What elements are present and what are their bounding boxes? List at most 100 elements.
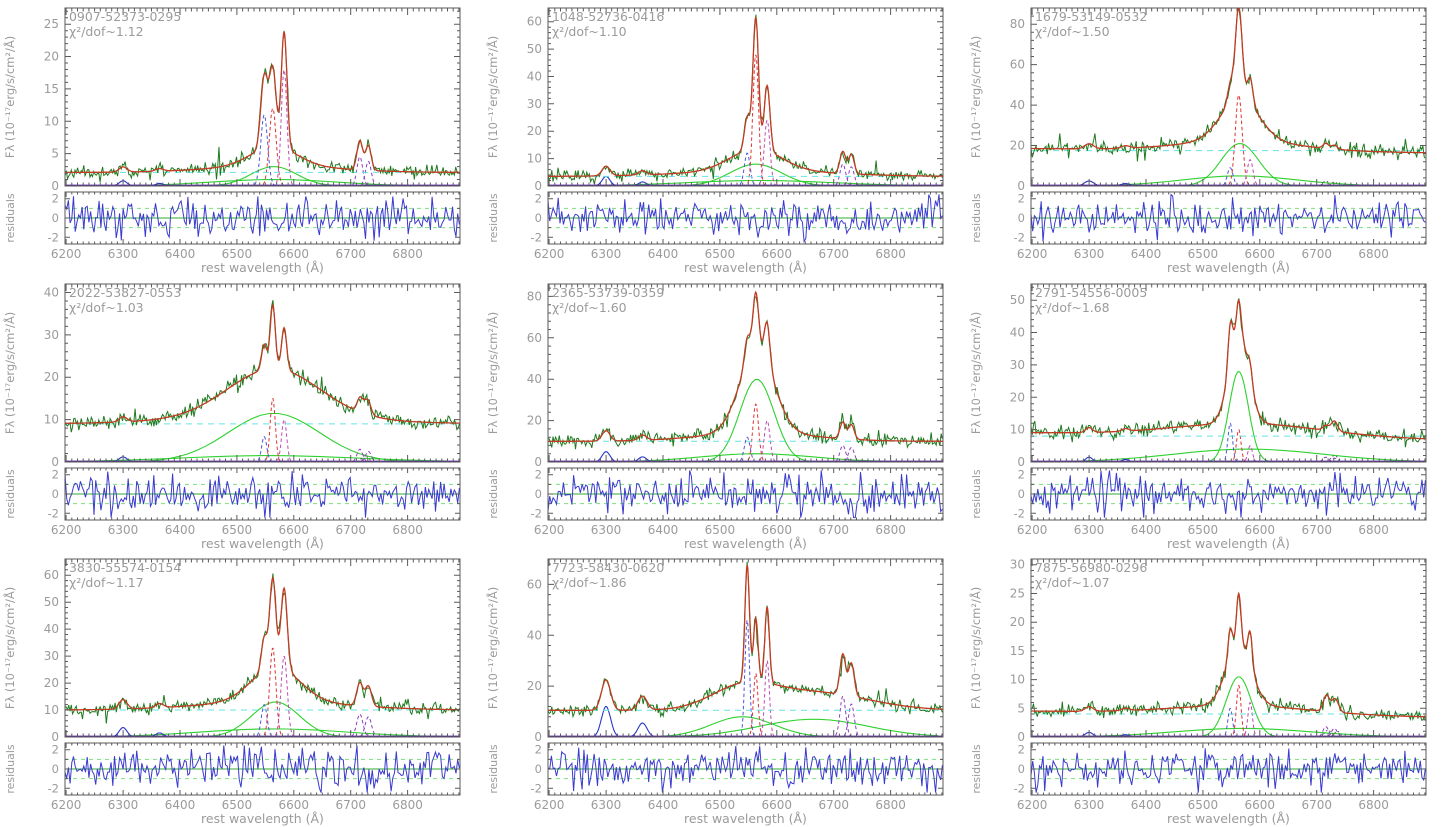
spectrum-line — [547, 295, 943, 449]
residuals-line — [1030, 193, 1426, 242]
y-tick-label: 60 — [527, 330, 542, 344]
y-tick-label: 30 — [527, 97, 542, 111]
narrow-red-component-line — [257, 108, 289, 187]
axis-ticks — [65, 558, 460, 796]
residual-tick-label: -2 — [1014, 506, 1025, 520]
y-tick-label: 10 — [527, 152, 542, 166]
x-tick-label: 6200 — [51, 247, 82, 261]
y-tick-label: 15 — [44, 82, 59, 96]
narrow-red-component-line — [1228, 685, 1249, 738]
axis-ticks — [65, 283, 460, 520]
y-tick-label: 20 — [1010, 615, 1025, 629]
y-tick-label: 40 — [44, 622, 59, 636]
x-tick-label: 6400 — [648, 523, 679, 537]
y-tick-label: 60 — [527, 15, 542, 29]
y-axis-title: Fλ (10⁻¹⁷erg/s/cm²/Å) — [2, 587, 17, 709]
narrow-red-component-line — [742, 54, 769, 187]
x-tick-label: 6800 — [392, 523, 423, 537]
y-tick-label: 50 — [1010, 293, 1025, 307]
x-tick-label: 6200 — [534, 798, 565, 812]
residual-tick-label: 0 — [52, 487, 59, 501]
narrow-blue-component-line — [734, 152, 760, 187]
y-tick-label: 5 — [51, 147, 59, 161]
residuals-line — [64, 745, 460, 794]
residual-tick-label: -2 — [531, 506, 542, 520]
residual-tick-label: 0 — [52, 762, 59, 776]
x-tick-label: 6700 — [818, 523, 849, 537]
x-tick-label: 6800 — [1358, 523, 1389, 537]
main-plot-frame — [547, 283, 944, 463]
chi2-label: χ²/dof~1.10 — [552, 24, 627, 39]
residuals-line — [1030, 748, 1426, 794]
y-tick-label: 0 — [51, 730, 59, 744]
x-tick-label: 6300 — [591, 247, 622, 261]
x-tick-label: 6200 — [1017, 247, 1048, 261]
panel-title: 1679-53149-0532 — [1035, 9, 1147, 24]
y-tick-label: 80 — [1010, 17, 1025, 31]
y-tick-label: 0 — [51, 455, 59, 469]
residual-tick-label: 0 — [535, 762, 542, 776]
y-tick-label: 15 — [1010, 644, 1025, 658]
spectrum-line — [64, 30, 460, 183]
y-tick-label: 20 — [527, 413, 542, 427]
axis-ticks — [1031, 7, 1426, 244]
residuals-line — [547, 194, 943, 244]
total-fit-line — [1031, 8, 1426, 154]
narrow-blue-component-line — [1219, 708, 1240, 738]
panel-title: 2791-54556-0005 — [1035, 285, 1147, 300]
y-tick-label: 40 — [1010, 325, 1025, 339]
y-tick-label: 10 — [1010, 422, 1025, 436]
y-axis-title: Fλ (10⁻¹⁷erg/s/cm²/Å) — [2, 311, 17, 433]
broad-component-line — [680, 378, 834, 463]
residuals-axis-title: residuals — [487, 744, 500, 794]
y-tick-label: 50 — [44, 595, 59, 609]
x-tick-label: 6700 — [335, 247, 366, 261]
x-tick-label: 6300 — [1074, 247, 1105, 261]
residuals-line — [547, 469, 943, 518]
total-fit-line — [65, 576, 460, 711]
total-fit-line — [1031, 298, 1427, 440]
x-tick-label: 6200 — [51, 798, 82, 812]
residual-tick-label: -2 — [48, 782, 59, 796]
total-fit-line — [65, 31, 460, 174]
y-tick-label: 40 — [527, 69, 542, 83]
x-tick-label: 6300 — [108, 798, 138, 812]
x-tick-label: 6300 — [108, 523, 138, 537]
residual-tick-label: 2 — [535, 192, 542, 206]
narrow-magenta-component-line — [269, 656, 298, 738]
x-tick-label: 6200 — [534, 523, 565, 537]
main-plot-frame — [1030, 283, 1427, 463]
y-tick-label: 40 — [44, 285, 59, 299]
y-tick-label: 40 — [527, 372, 542, 386]
panel-title: 1048-52736-0416 — [552, 9, 664, 24]
residual-tick-label: -2 — [1014, 782, 1025, 796]
x-tick-label: 6600 — [762, 247, 793, 261]
residuals-axis-title: residuals — [970, 193, 983, 243]
y-tick-label: 0 — [534, 455, 542, 469]
axis-ticks — [548, 559, 943, 796]
x-tick-label: 6800 — [875, 247, 906, 261]
x-tick-label: 6600 — [1245, 247, 1276, 261]
residual-tick-label: 2 — [535, 467, 542, 481]
residual-tick-label: 0 — [52, 211, 59, 225]
y-tick-label: 0 — [1017, 179, 1025, 193]
residual-tick-label: 2 — [1018, 743, 1025, 757]
y-axis-title: Fλ (10⁻¹⁷erg/s/cm²/Å) — [485, 311, 500, 433]
x-tick-label: 6200 — [51, 523, 82, 537]
x-axis-title: rest wavelength (Å) — [684, 536, 807, 551]
panel-title: 0907-52373-0295 — [69, 9, 181, 24]
x-tick-label: 6700 — [818, 798, 849, 812]
narrow-violet-component-line — [838, 166, 865, 187]
residual-tick-label: -2 — [531, 782, 542, 796]
x-tick-label: 6800 — [1358, 798, 1389, 812]
panel-title: 2365-53739-0359 — [552, 285, 664, 300]
x-tick-label: 6800 — [392, 798, 423, 812]
x-tick-label: 6600 — [279, 247, 310, 261]
narrow-red-component-line — [258, 648, 287, 738]
main-plot-frame — [64, 558, 461, 738]
x-tick-label: 6400 — [165, 247, 195, 261]
y-tick-label: 0 — [1017, 455, 1025, 469]
x-tick-label: 6600 — [762, 523, 793, 537]
spectrum-panel-7723-58430-0620: 7723-58430-0620χ²/dof~1.860204060-202620… — [485, 558, 944, 826]
